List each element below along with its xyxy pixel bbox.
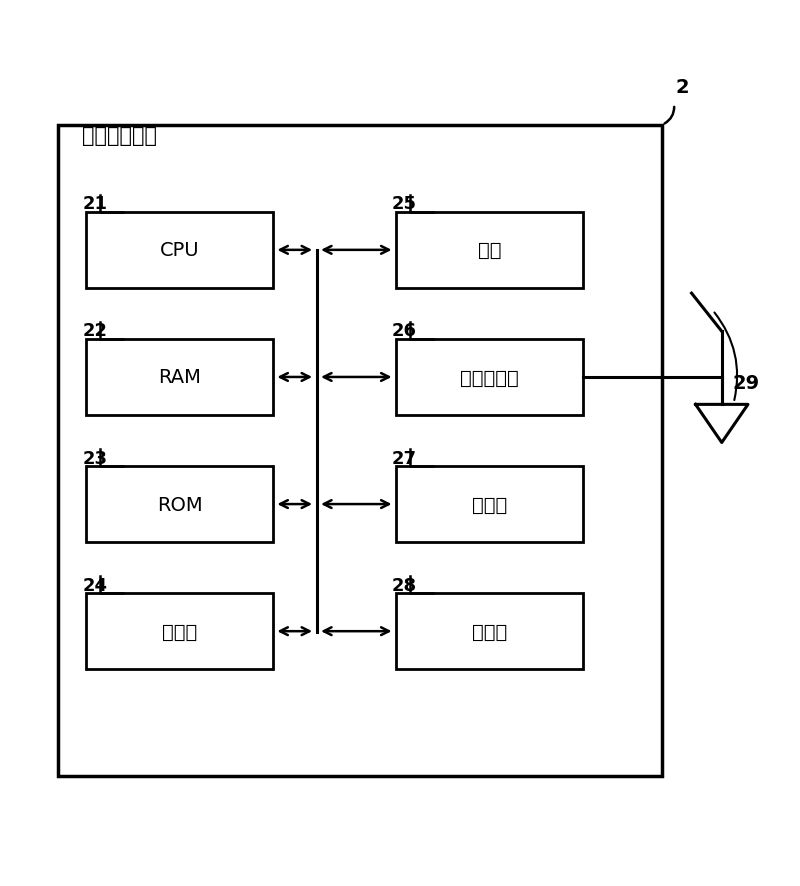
Text: RAM: RAM xyxy=(158,368,201,387)
Bar xyxy=(86,213,273,288)
Text: CPU: CPU xyxy=(160,241,199,260)
Text: ROM: ROM xyxy=(157,495,202,514)
Bar xyxy=(396,340,582,416)
Bar xyxy=(86,594,273,669)
Bar xyxy=(86,467,273,542)
Bar xyxy=(86,340,273,416)
Text: 操作部: 操作部 xyxy=(162,622,197,641)
Text: 话筒: 话筒 xyxy=(478,241,501,260)
Text: 扬声器: 扬声器 xyxy=(472,622,507,641)
Text: 显示器: 显示器 xyxy=(472,495,507,514)
Text: 29: 29 xyxy=(732,374,759,393)
Text: 23: 23 xyxy=(82,449,107,467)
Bar xyxy=(58,126,662,776)
Text: 26: 26 xyxy=(392,323,417,340)
Text: 21: 21 xyxy=(82,195,107,214)
Text: 2: 2 xyxy=(675,78,689,97)
Bar xyxy=(396,213,582,288)
Bar xyxy=(396,467,582,542)
Text: 24: 24 xyxy=(82,576,107,594)
Text: 无线通信部: 无线通信部 xyxy=(460,368,518,387)
Text: 22: 22 xyxy=(82,323,107,340)
Text: 27: 27 xyxy=(392,449,417,467)
Text: 28: 28 xyxy=(392,576,417,594)
Text: 移动通信终端: 移动通信终端 xyxy=(82,126,158,145)
Bar xyxy=(396,594,582,669)
Text: 25: 25 xyxy=(392,195,417,214)
